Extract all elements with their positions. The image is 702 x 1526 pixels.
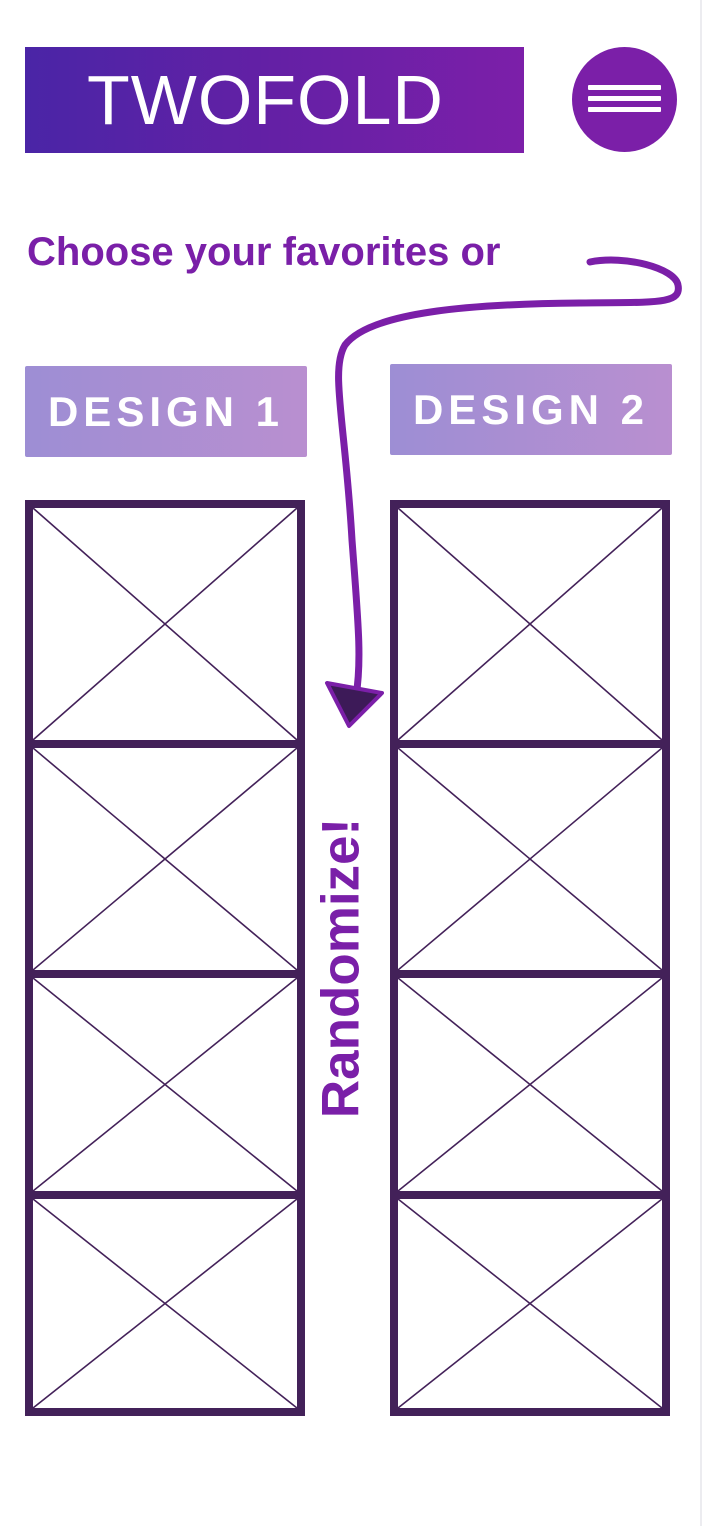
image-placeholder-icon	[398, 748, 662, 970]
image-placeholder-icon	[398, 978, 662, 1191]
image-placeholder-icon	[33, 508, 297, 740]
image-placeholder-icon	[398, 1199, 662, 1408]
slot-divider	[398, 740, 662, 748]
design-2-slot[interactable]	[398, 1199, 662, 1408]
design-1-slot[interactable]	[33, 508, 297, 740]
image-placeholder-icon	[33, 978, 297, 1191]
image-placeholder-icon	[33, 748, 297, 970]
image-placeholder-icon	[33, 1199, 297, 1408]
slot-divider	[33, 740, 297, 748]
choose-prompt: Choose your favorites or	[27, 230, 501, 274]
randomize-button[interactable]: Randomize!	[311, 817, 371, 1119]
logo[interactable]: TWOFOLD	[25, 47, 524, 153]
design-2-slot[interactable]	[398, 748, 662, 970]
design-1-slot[interactable]	[33, 748, 297, 970]
hamburger-line	[588, 85, 661, 90]
design-1-slot[interactable]	[33, 978, 297, 1191]
logo-text: TWOFOLD	[87, 61, 444, 139]
design-1-button[interactable]: DESIGN 1	[25, 366, 307, 457]
menu-button[interactable]	[572, 47, 677, 152]
slot-divider	[398, 970, 662, 978]
design-2-slot[interactable]	[398, 508, 662, 740]
design-1-slot[interactable]	[33, 1199, 297, 1408]
right-edge	[700, 0, 702, 1526]
design-2-column	[390, 500, 670, 1416]
image-placeholder-icon	[398, 508, 662, 740]
slot-divider	[33, 970, 297, 978]
design-2-slot[interactable]	[398, 978, 662, 1191]
design-2-button[interactable]: DESIGN 2	[390, 364, 672, 455]
slot-divider	[398, 1191, 662, 1199]
slot-divider	[33, 1191, 297, 1199]
hamburger-line	[588, 107, 661, 112]
hamburger-line	[588, 96, 661, 101]
design-1-column	[25, 500, 305, 1416]
